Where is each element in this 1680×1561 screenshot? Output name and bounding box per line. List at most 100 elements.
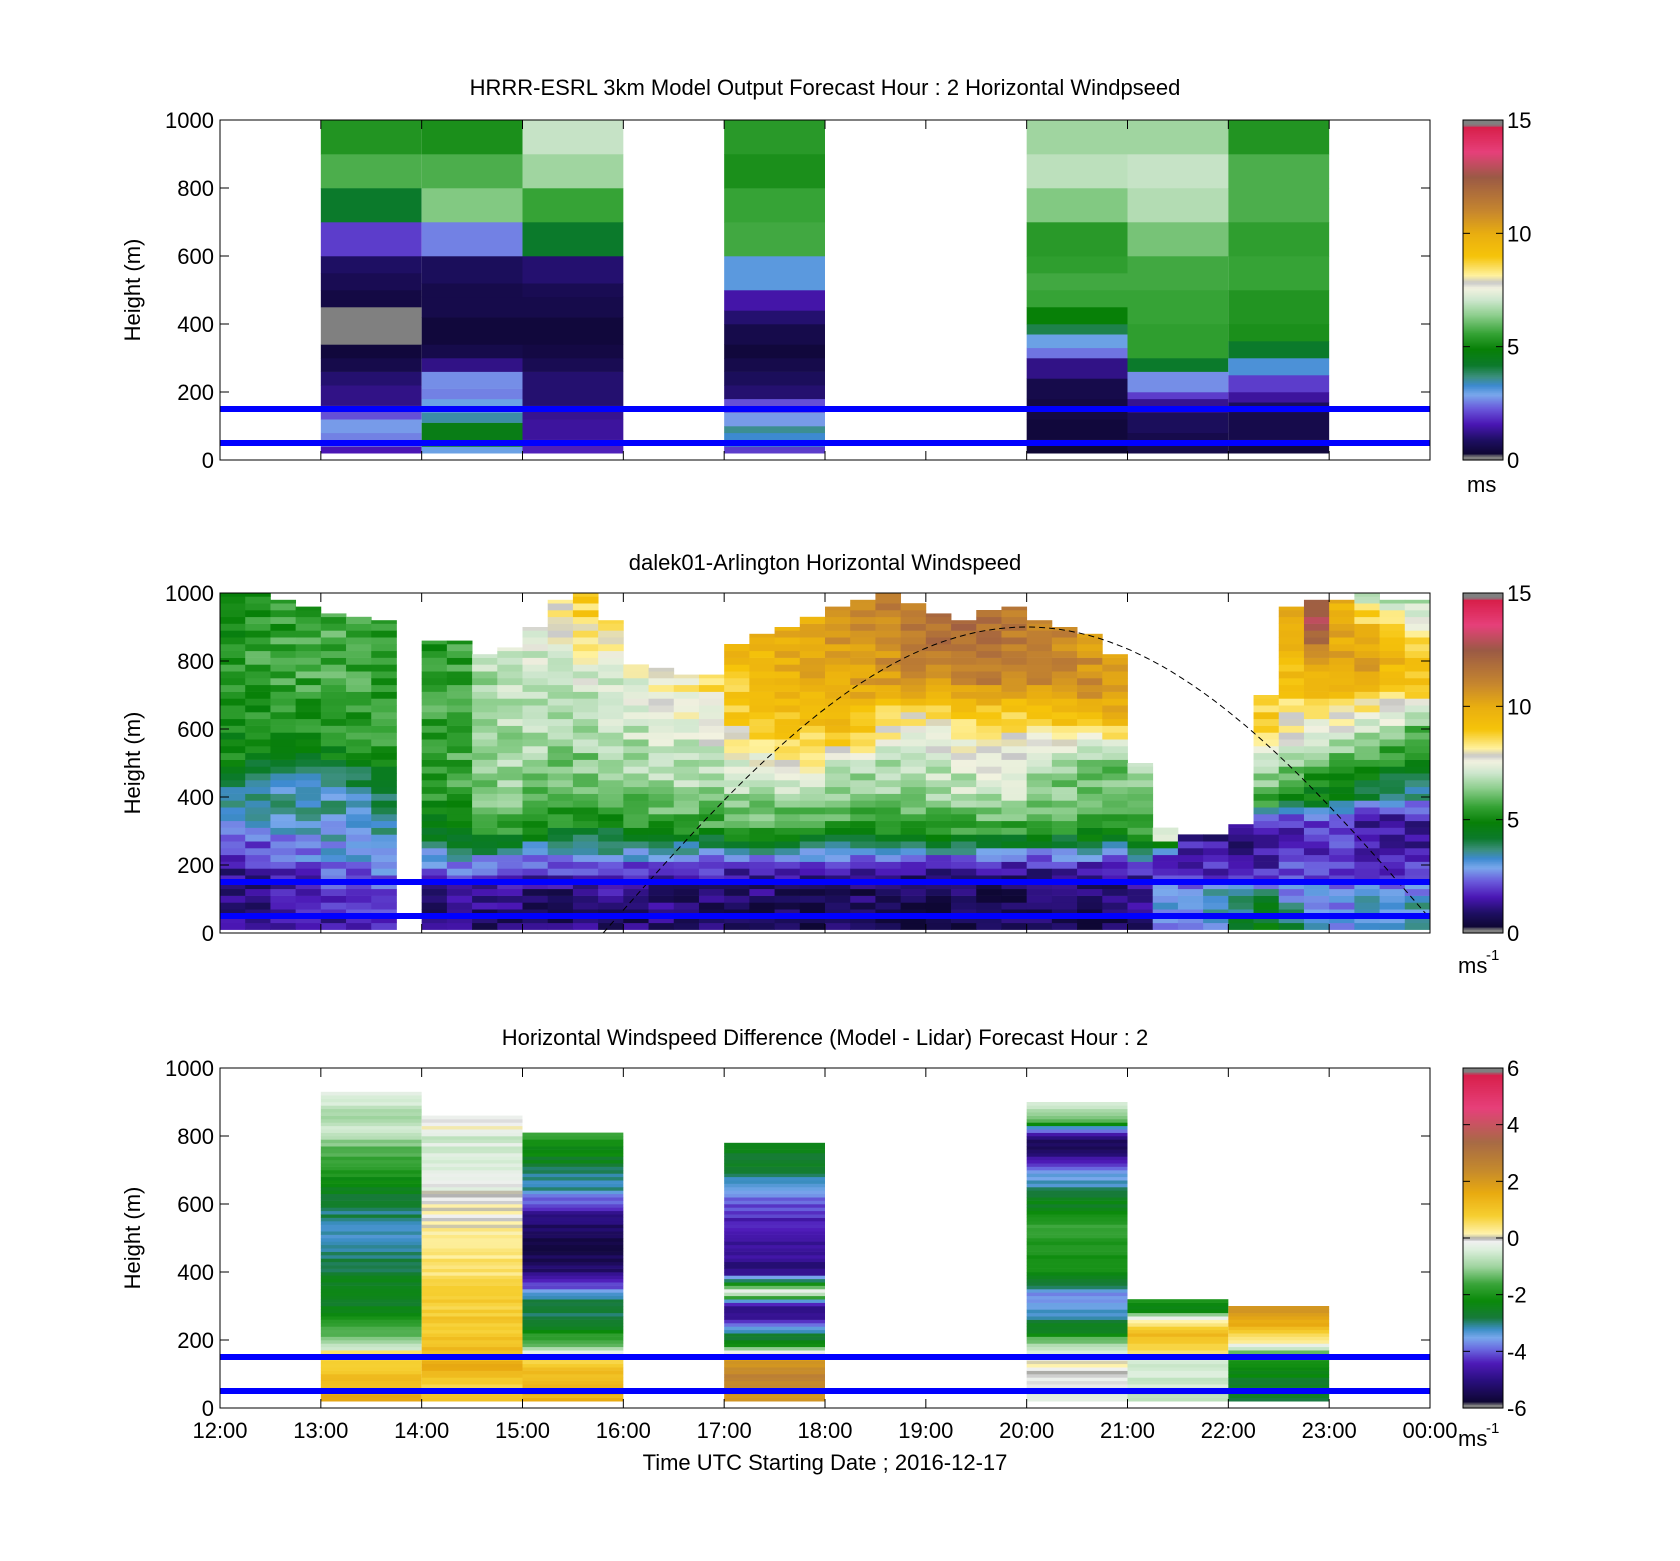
lidar-cell	[749, 902, 775, 910]
lidar-cell	[295, 780, 322, 788]
difference-cell	[1228, 1316, 1330, 1320]
lidar-cell	[346, 691, 372, 699]
lidar-cell	[446, 902, 473, 910]
colorbar-swatch	[1463, 1286, 1503, 1289]
lidar-cell	[1102, 657, 1128, 665]
lidar-cell	[346, 841, 372, 849]
colorbar-tick-label: -6	[1507, 1396, 1527, 1421]
lidar-cell	[1203, 888, 1229, 896]
difference-cell	[320, 1306, 422, 1310]
x-tick-label: 00:00	[1402, 1418, 1457, 1443]
lidar-cell	[623, 705, 649, 713]
colorbar-swatch	[1463, 380, 1503, 383]
lidar-cell	[976, 800, 1002, 808]
lidar-cell	[976, 616, 1002, 624]
lidar-cell	[648, 875, 675, 883]
lidar-cell	[799, 644, 826, 652]
difference-cell	[421, 1261, 523, 1266]
colorbar-swatch	[1463, 1168, 1503, 1171]
lidar-cell	[1278, 834, 1305, 842]
lidar-cell	[925, 746, 952, 754]
lidar-cell	[1102, 895, 1128, 903]
lidar-cell	[648, 800, 675, 808]
lidar-cell	[925, 684, 952, 692]
lidar-cell	[270, 657, 297, 665]
colorbar-swatch	[1463, 1378, 1503, 1381]
colorbar-swatch	[1463, 136, 1503, 139]
colorbar-swatch	[1463, 751, 1503, 754]
model-cell	[1127, 392, 1229, 400]
lidar-cell	[749, 848, 775, 856]
lidar-cell	[925, 854, 952, 862]
lidar-cell	[1077, 916, 1103, 924]
colorbar-swatch	[1463, 615, 1503, 618]
lidar-cell	[1379, 671, 1406, 679]
difference-cell	[421, 1268, 523, 1273]
lidar-cell	[976, 732, 1002, 740]
lidar-cell	[572, 902, 599, 910]
lidar-cell	[673, 739, 700, 747]
lidar-cell	[572, 630, 599, 638]
lidar-cell	[825, 759, 851, 767]
lidar-cell	[421, 888, 448, 896]
lidar-cell	[497, 739, 523, 747]
lidar-cell	[1354, 725, 1380, 733]
lidar-cell	[724, 718, 750, 726]
lidar-cell	[472, 834, 498, 842]
difference-cell	[1026, 1384, 1128, 1388]
colorbar-frame	[1462, 592, 1504, 934]
lidar-cell	[421, 875, 448, 883]
lidar-cell	[572, 888, 599, 896]
lidar-cell	[1077, 820, 1103, 828]
colorbar-swatch	[1463, 1302, 1503, 1305]
lidar-cell	[875, 725, 902, 733]
colorbar-swatch	[1463, 308, 1503, 311]
difference-cell	[1026, 1227, 1128, 1232]
lidar-cell	[1329, 623, 1355, 631]
difference-cell	[1026, 1397, 1128, 1402]
lidar-cell	[245, 875, 271, 883]
lidar-cell	[623, 868, 649, 876]
lidar-cell	[547, 882, 574, 890]
lidar-cell	[799, 854, 826, 862]
lidar-cell	[1354, 712, 1380, 720]
lidar-cell	[1203, 861, 1229, 869]
difference-cell	[1026, 1346, 1128, 1351]
lidar-cell	[1001, 820, 1028, 828]
model-cell	[1228, 375, 1330, 393]
lidar-cell	[1303, 882, 1330, 890]
lidar-cell	[1329, 800, 1355, 808]
colorbar-tick-label: 0	[1507, 1226, 1519, 1251]
lidar-cell	[951, 807, 977, 815]
lidar-cell	[1354, 922, 1380, 930]
lidar-cell	[1354, 868, 1380, 876]
lidar-cell	[900, 678, 927, 686]
lidar-cell	[900, 650, 927, 658]
difference-cell	[421, 1326, 523, 1331]
colorbar-swatch	[1463, 174, 1503, 177]
lidar-cell	[1303, 725, 1330, 733]
lidar-cell	[951, 657, 977, 665]
difference-cell	[1228, 1370, 1330, 1375]
lidar-cell	[1077, 678, 1103, 686]
x-tick-label: 18:00	[797, 1418, 852, 1443]
colorbar-swatch	[1463, 1398, 1503, 1401]
colorbar-swatch	[1463, 599, 1503, 602]
colorbar-swatch	[1463, 128, 1503, 131]
difference-cell	[1026, 1282, 1128, 1286]
lidar-cell	[220, 684, 246, 692]
lidar-cell	[1051, 888, 1078, 896]
difference-cell	[421, 1156, 523, 1161]
colorbar-swatch	[1463, 322, 1503, 325]
lidar-cell	[421, 705, 448, 713]
colorbar-swatch	[1463, 755, 1503, 758]
lidar-cell	[421, 712, 448, 720]
colorbar-swatch	[1463, 929, 1503, 932]
lidar-cell	[1001, 657, 1028, 665]
difference-cell	[522, 1340, 624, 1344]
difference-cell	[421, 1234, 523, 1239]
lidar-cell	[900, 875, 927, 883]
lidar-cell	[421, 739, 448, 747]
difference-cell	[1026, 1187, 1128, 1191]
lidar-cell	[1253, 820, 1280, 828]
